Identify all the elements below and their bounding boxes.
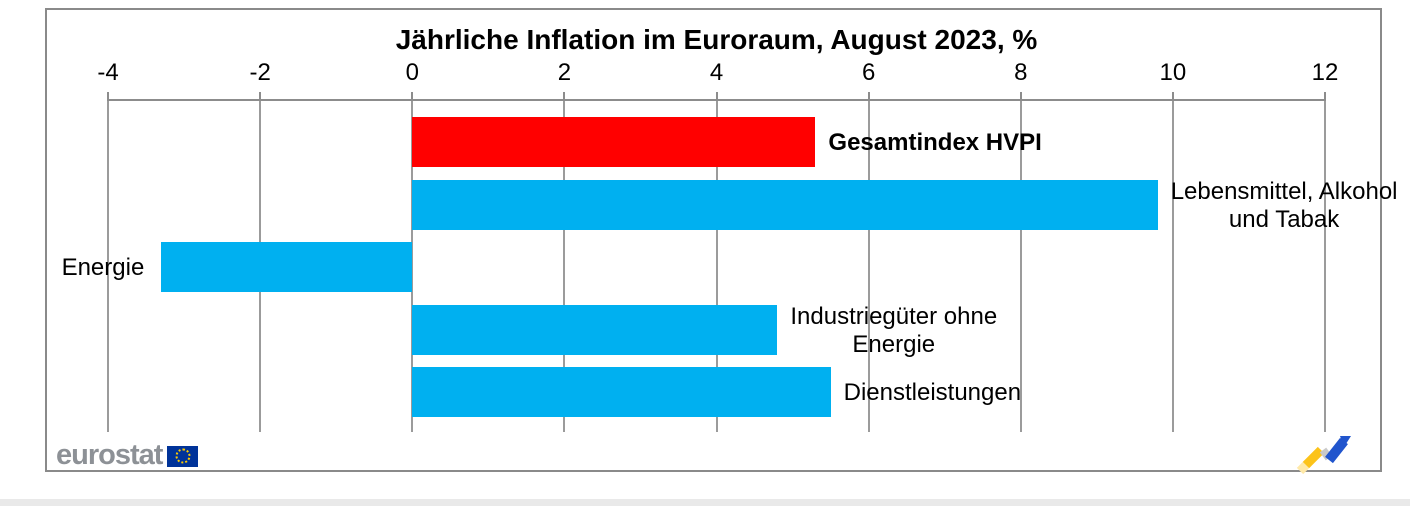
bottom-strip bbox=[0, 499, 1410, 506]
bar-dienstleistungen bbox=[412, 367, 831, 417]
tick-label-10: 10 bbox=[1159, 59, 1187, 86]
tick-8 bbox=[1019, 92, 1022, 100]
tick--4 bbox=[107, 92, 110, 100]
trend-logo-icon bbox=[1294, 433, 1364, 480]
tick-0 bbox=[411, 92, 414, 100]
bar-lebensmittel-alkohol bbox=[412, 179, 1158, 230]
bar-label-1: Lebensmittel, Alkohol und Tabak bbox=[1171, 178, 1398, 234]
tick-label-0: 0 bbox=[405, 59, 419, 86]
eurostat-wordmark: eurostat bbox=[56, 439, 163, 471]
tick-label--2: -2 bbox=[249, 59, 271, 86]
tick-label-2: 2 bbox=[557, 59, 572, 86]
eurostat-logo: eurostat bbox=[56, 439, 199, 471]
bar-label-line: Dienstleistungen bbox=[843, 379, 1022, 406]
bar-label-line: und Tabak bbox=[1228, 205, 1340, 233]
tick-6 bbox=[867, 92, 870, 100]
tick-label-12: 12 bbox=[1311, 59, 1339, 86]
gridline-2 bbox=[563, 100, 566, 432]
x-axis-line bbox=[107, 99, 1326, 101]
bar-label-line: Energie bbox=[852, 330, 936, 358]
tick-label-8: 8 bbox=[1014, 59, 1028, 86]
gridline-0 bbox=[411, 100, 414, 432]
gridline-10 bbox=[1171, 100, 1174, 432]
tick-label--4: -4 bbox=[97, 59, 119, 86]
bar-energie bbox=[161, 242, 413, 292]
bar-label-0: Gesamtindex HVPI bbox=[828, 129, 1041, 157]
tick-label-6: 6 bbox=[861, 59, 876, 86]
bar-label-4: Dienstleistungen bbox=[844, 379, 1021, 407]
gridline-6 bbox=[867, 100, 870, 432]
gridline-4 bbox=[715, 100, 718, 432]
eu-flag-stars bbox=[175, 448, 191, 464]
bar-label-line: Industriegüter ohne bbox=[790, 302, 998, 330]
bar-label-2: Energie bbox=[62, 254, 145, 282]
bar-label-line: Energie bbox=[61, 254, 145, 281]
bar-label-line: Lebensmittel, Alkohol bbox=[1170, 177, 1398, 205]
chart-title: Jährliche Inflation im Euroraum, August … bbox=[395, 24, 1038, 55]
eu-flag-icon bbox=[167, 445, 199, 467]
gridline-12 bbox=[1324, 100, 1327, 432]
bar-gesamtindex-hvpi bbox=[412, 117, 816, 167]
tick--2 bbox=[259, 92, 262, 100]
tick-12 bbox=[1324, 92, 1327, 100]
tick-label-4: 4 bbox=[709, 59, 724, 86]
gridline--4 bbox=[107, 100, 110, 432]
tick-4 bbox=[715, 92, 718, 100]
tick-10 bbox=[1171, 92, 1174, 100]
bar-label-line: Gesamtindex HVPI bbox=[828, 129, 1042, 156]
gridline-8 bbox=[1019, 100, 1022, 432]
bar-label-3: Industriegüter ohne Energie bbox=[790, 303, 997, 359]
tick-2 bbox=[563, 92, 566, 100]
bar-industrieg-ter-ohne bbox=[412, 304, 778, 355]
